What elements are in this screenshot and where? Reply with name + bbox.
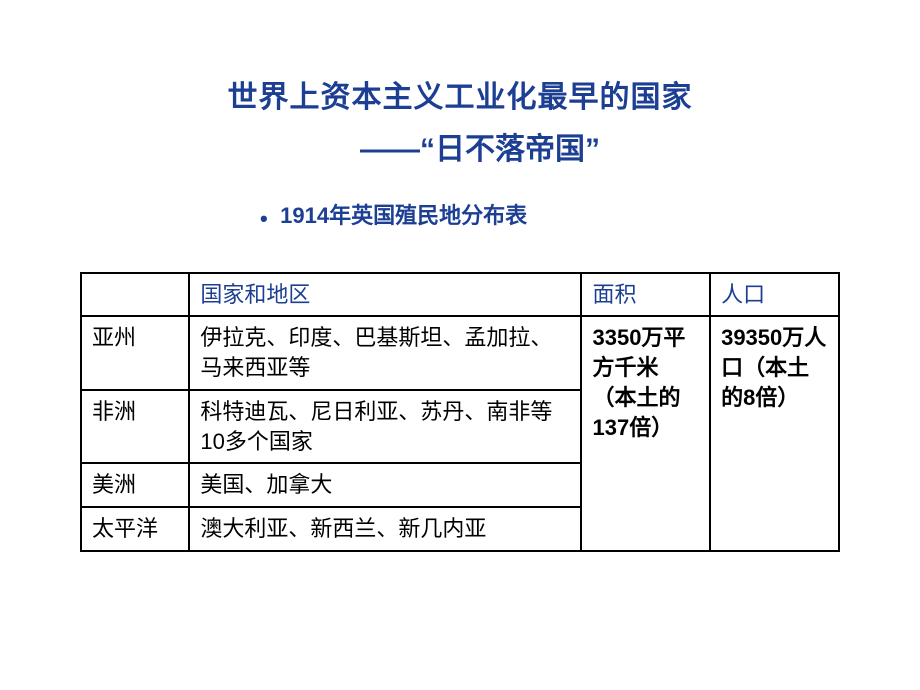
bullet-icon: • bbox=[260, 206, 268, 231]
subtitle-text: 1914年英国殖民地分布表 bbox=[280, 203, 527, 228]
cell-countries-africa: 科特迪瓦、尼日利亚、苏丹、南非等10多个国家 bbox=[189, 390, 581, 463]
cell-region-asia: 亚州 bbox=[81, 316, 189, 389]
colonies-table-container: 国家和地区 面积 人口 亚州 伊拉克、印度、巴基斯坦、孟加拉、马来西亚等 335… bbox=[80, 272, 840, 552]
header-population: 人口 bbox=[710, 273, 839, 317]
cell-countries-pacific: 澳大利亚、新西兰、新几内亚 bbox=[189, 507, 581, 551]
cell-countries-asia: 伊拉克、印度、巴基斯坦、孟加拉、马来西亚等 bbox=[189, 316, 581, 389]
header-area: 面积 bbox=[581, 273, 710, 317]
cell-region-pacific: 太平洋 bbox=[81, 507, 189, 551]
title-line-1: 世界上资本主义工业化最早的国家 bbox=[0, 72, 920, 116]
slide-title: 世界上资本主义工业化最早的国家 ——“日不落帝国” bbox=[0, 0, 920, 168]
colonies-table: 国家和地区 面积 人口 亚州 伊拉克、印度、巴基斯坦、孟加拉、马来西亚等 335… bbox=[80, 272, 840, 552]
header-countries: 国家和地区 bbox=[189, 273, 581, 317]
cell-region-america: 美洲 bbox=[81, 463, 189, 507]
header-region bbox=[81, 273, 189, 317]
table-header-row: 国家和地区 面积 人口 bbox=[81, 273, 839, 317]
subtitle-row: • 1914年英国殖民地分布表 bbox=[0, 198, 920, 232]
cell-area-merged: 3350万平方千米（本土的137倍） bbox=[581, 316, 710, 550]
table-row: 亚州 伊拉克、印度、巴基斯坦、孟加拉、马来西亚等 3350万平方千米（本土的13… bbox=[81, 316, 839, 389]
title-line-2: ——“日不落帝国” bbox=[0, 124, 920, 168]
cell-population-merged: 39350万人口（本土的8倍） bbox=[710, 316, 839, 550]
cell-countries-america: 美国、加拿大 bbox=[189, 463, 581, 507]
cell-region-africa: 非洲 bbox=[81, 390, 189, 463]
